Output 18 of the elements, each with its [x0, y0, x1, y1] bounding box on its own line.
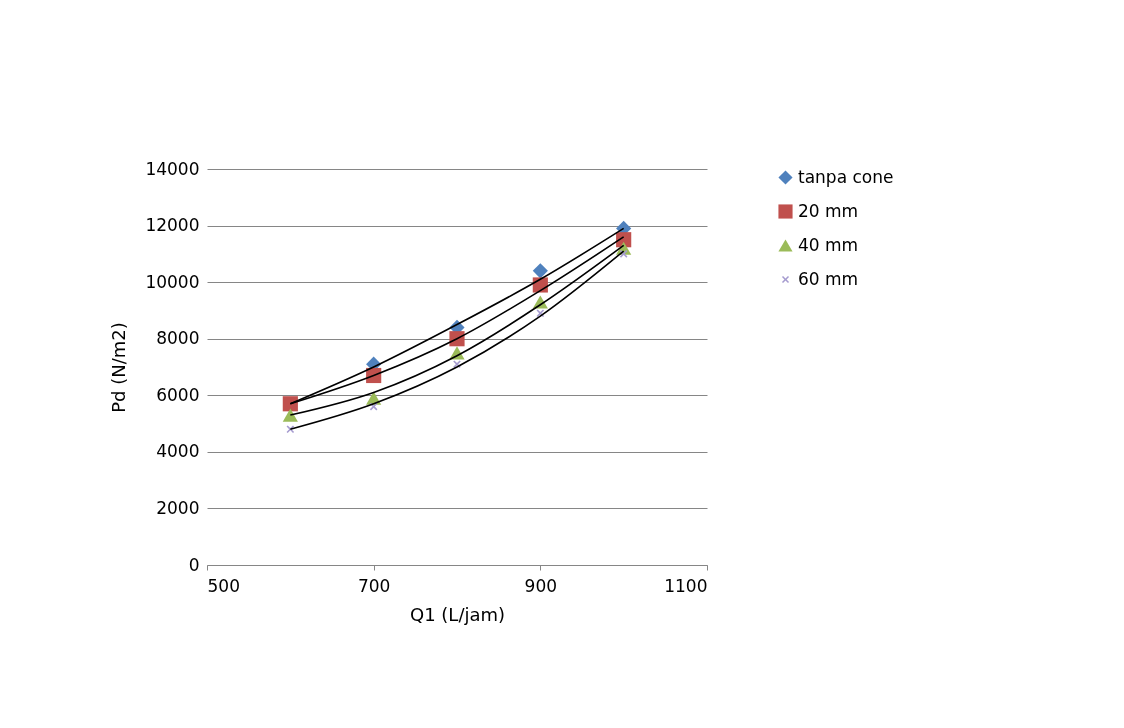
x-tick-label: 500: [207, 575, 240, 596]
y-tick-label: 10000: [145, 271, 200, 292]
legend-label: 60 mm: [798, 268, 859, 289]
y-tick-label: 14000: [145, 158, 200, 179]
y-axis-title: Pd (N/m2): [108, 322, 130, 413]
x-tick-label: 700: [357, 575, 391, 596]
y-tick-label: 8000: [156, 328, 200, 349]
y-tick-label: 2000: [156, 497, 200, 518]
x-axis-title: Q1 (L/jam): [409, 603, 506, 625]
y-tick-label: 6000: [156, 384, 200, 405]
y-tick-label: 4000: [156, 441, 200, 462]
x-tick-label: 1100: [664, 575, 708, 596]
y-tick-label: 12000: [145, 215, 200, 236]
legend-label: 20 mm: [798, 200, 859, 221]
legend-label: tanpa cone: [798, 166, 894, 187]
x-tick-label: 900: [524, 575, 558, 596]
y-tick-label: 0: [188, 554, 200, 575]
legend-label: 40 mm: [798, 234, 859, 255]
